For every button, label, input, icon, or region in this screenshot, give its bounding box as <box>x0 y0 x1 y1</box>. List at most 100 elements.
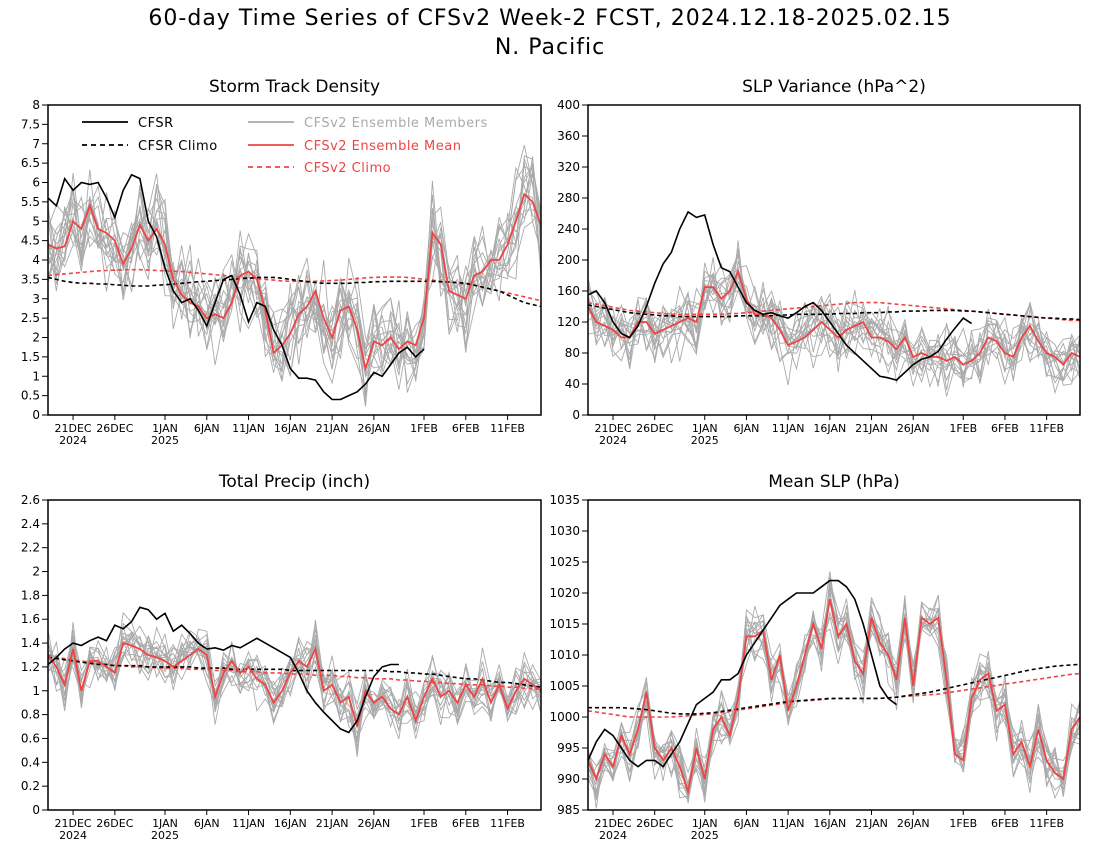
x-tick-label: 16JAN <box>813 817 846 830</box>
x-tick-label: 16JAN <box>274 422 307 435</box>
plot-lines <box>588 210 1080 397</box>
legend-label: CFSv2 Ensemble Members <box>304 116 488 131</box>
panel-title: Storm Track Density <box>209 77 380 97</box>
x-tick-label: 16JAN <box>274 817 307 830</box>
panel-3: Total Precip (inch) 0 0.2 0.4 0.6 0.8 1 1.2 1.4 1… <box>21 472 542 842</box>
ensemble-member-line <box>48 622 541 725</box>
y-tick-label: 240 <box>557 222 580 236</box>
y-tick-label: 4 <box>32 253 40 267</box>
x-tick-label: 21JAN <box>855 422 888 435</box>
x-tick-label: 21DEC <box>594 817 631 830</box>
y-tick-label: 0 <box>32 408 40 422</box>
x-tick-label: 11FEB <box>1029 817 1064 830</box>
y-tick-label: 1 <box>32 369 40 383</box>
figure-title-line2: N. Pacific <box>494 35 606 60</box>
y-tick-label: 990 <box>557 772 580 786</box>
ensemble-member-line <box>48 170 541 385</box>
ensemble-member-line <box>48 162 541 376</box>
x-tick-label: 16JAN <box>813 422 846 435</box>
plot-lines <box>588 571 1080 809</box>
y-tick-label: 2 <box>32 331 40 345</box>
y-tick-label: 360 <box>557 129 580 143</box>
legend-label: CFSR Climo <box>138 139 218 154</box>
x-tick-label: 1JAN <box>152 422 178 435</box>
y-tick-label: 6 <box>32 176 40 190</box>
y-tick-label: 3 <box>32 292 40 306</box>
x-tick-label: 26DEC <box>636 817 673 830</box>
y-tick-label: 5 <box>32 214 40 228</box>
cfsr-climo-line <box>48 276 541 308</box>
y-tick-label: 0.4 <box>21 755 40 769</box>
panel-title: SLP Variance (hPa^2) <box>742 77 926 97</box>
y-tick-label: 0 <box>32 803 40 817</box>
y-tick-label: 1010 <box>549 648 580 662</box>
y-tick-label: 1035 <box>549 493 580 507</box>
ensemble-member-line <box>48 629 541 725</box>
y-tick-label: 2.2 <box>21 541 40 555</box>
x-tick-label: 21JAN <box>316 817 349 830</box>
x-tick-year-label: 2024 <box>59 434 87 447</box>
cfsr-climo-line <box>588 663 1080 715</box>
y-tick-label: 995 <box>557 741 580 755</box>
ensemble-member-line <box>48 162 541 373</box>
x-tick-label: 26DEC <box>636 422 673 435</box>
x-tick-label: 11FEB <box>1029 422 1064 435</box>
ensemble-member-line <box>588 273 1080 384</box>
ensemble-member-line <box>48 611 541 723</box>
x-tick-label: 21DEC <box>55 817 92 830</box>
panel-title: Mean SLP (hPa) <box>768 472 900 492</box>
y-tick-label: 0.2 <box>21 779 40 793</box>
legend-label: CFSv2 Ensemble Mean <box>304 139 461 154</box>
x-tick-label: 21DEC <box>55 422 92 435</box>
y-tick-label: 985 <box>557 803 580 817</box>
x-tick-label: 1FEB <box>949 422 977 435</box>
figure-title-line1: 60-day Time Series of CFSv2 Week-2 FCST,… <box>148 6 952 31</box>
x-tick-label: 26JAN <box>357 422 390 435</box>
legend-label: CFSR <box>138 116 174 131</box>
y-tick-label: 1 <box>32 684 40 698</box>
y-tick-label: 40 <box>565 377 580 391</box>
x-tick-label: 6FEB <box>452 422 480 435</box>
x-tick-year-label: 2024 <box>599 434 627 447</box>
ensemble-mean-line <box>588 268 1080 366</box>
ensemble-mean-line <box>48 641 541 727</box>
x-tick-label: 6JAN <box>194 422 220 435</box>
x-tick-year-label: 2025 <box>151 434 179 447</box>
x-tick-label: 26DEC <box>96 422 133 435</box>
plot-lines <box>48 144 541 407</box>
y-tick-label: 400 <box>557 98 580 112</box>
x-tick-label: 6FEB <box>991 422 1019 435</box>
x-tick-label: 1FEB <box>410 817 438 830</box>
y-tick-label: 0.6 <box>21 731 40 745</box>
ensemble-mean-line <box>588 599 1080 795</box>
y-tick-label: 7.5 <box>21 117 40 131</box>
y-tick-label: 1.5 <box>21 350 40 364</box>
cfsv2-climo-line <box>48 654 541 691</box>
x-tick-label: 11JAN <box>772 422 805 435</box>
x-tick-label: 6JAN <box>734 422 760 435</box>
cfsr-climo-line <box>588 304 1080 321</box>
y-tick-label: 1.8 <box>21 588 40 602</box>
y-tick-label: 2.5 <box>21 311 40 325</box>
cfsr-line <box>588 210 973 381</box>
cfsr-line <box>48 173 425 401</box>
x-tick-label: 6JAN <box>734 817 760 830</box>
y-tick-label: 80 <box>565 346 580 360</box>
x-tick-year-label: 2025 <box>691 829 719 842</box>
y-tick-label: 1020 <box>549 586 580 600</box>
y-tick-label: 320 <box>557 160 580 174</box>
x-tick-label: 21JAN <box>855 817 888 830</box>
y-tick-label: 0.5 <box>21 389 40 403</box>
y-tick-label: 200 <box>557 253 580 267</box>
x-tick-label: 26DEC <box>96 817 133 830</box>
x-tick-label: 11JAN <box>772 817 805 830</box>
x-tick-label: 1JAN <box>692 422 718 435</box>
cfsv2-climo-line <box>48 268 541 302</box>
plot-lines <box>48 606 541 757</box>
ensemble-mean-line <box>48 192 541 373</box>
x-tick-label: 26JAN <box>897 817 930 830</box>
y-tick-label: 1005 <box>549 679 580 693</box>
x-tick-label: 1JAN <box>152 817 178 830</box>
x-tick-label: 26JAN <box>897 422 930 435</box>
x-tick-label: 1FEB <box>410 422 438 435</box>
